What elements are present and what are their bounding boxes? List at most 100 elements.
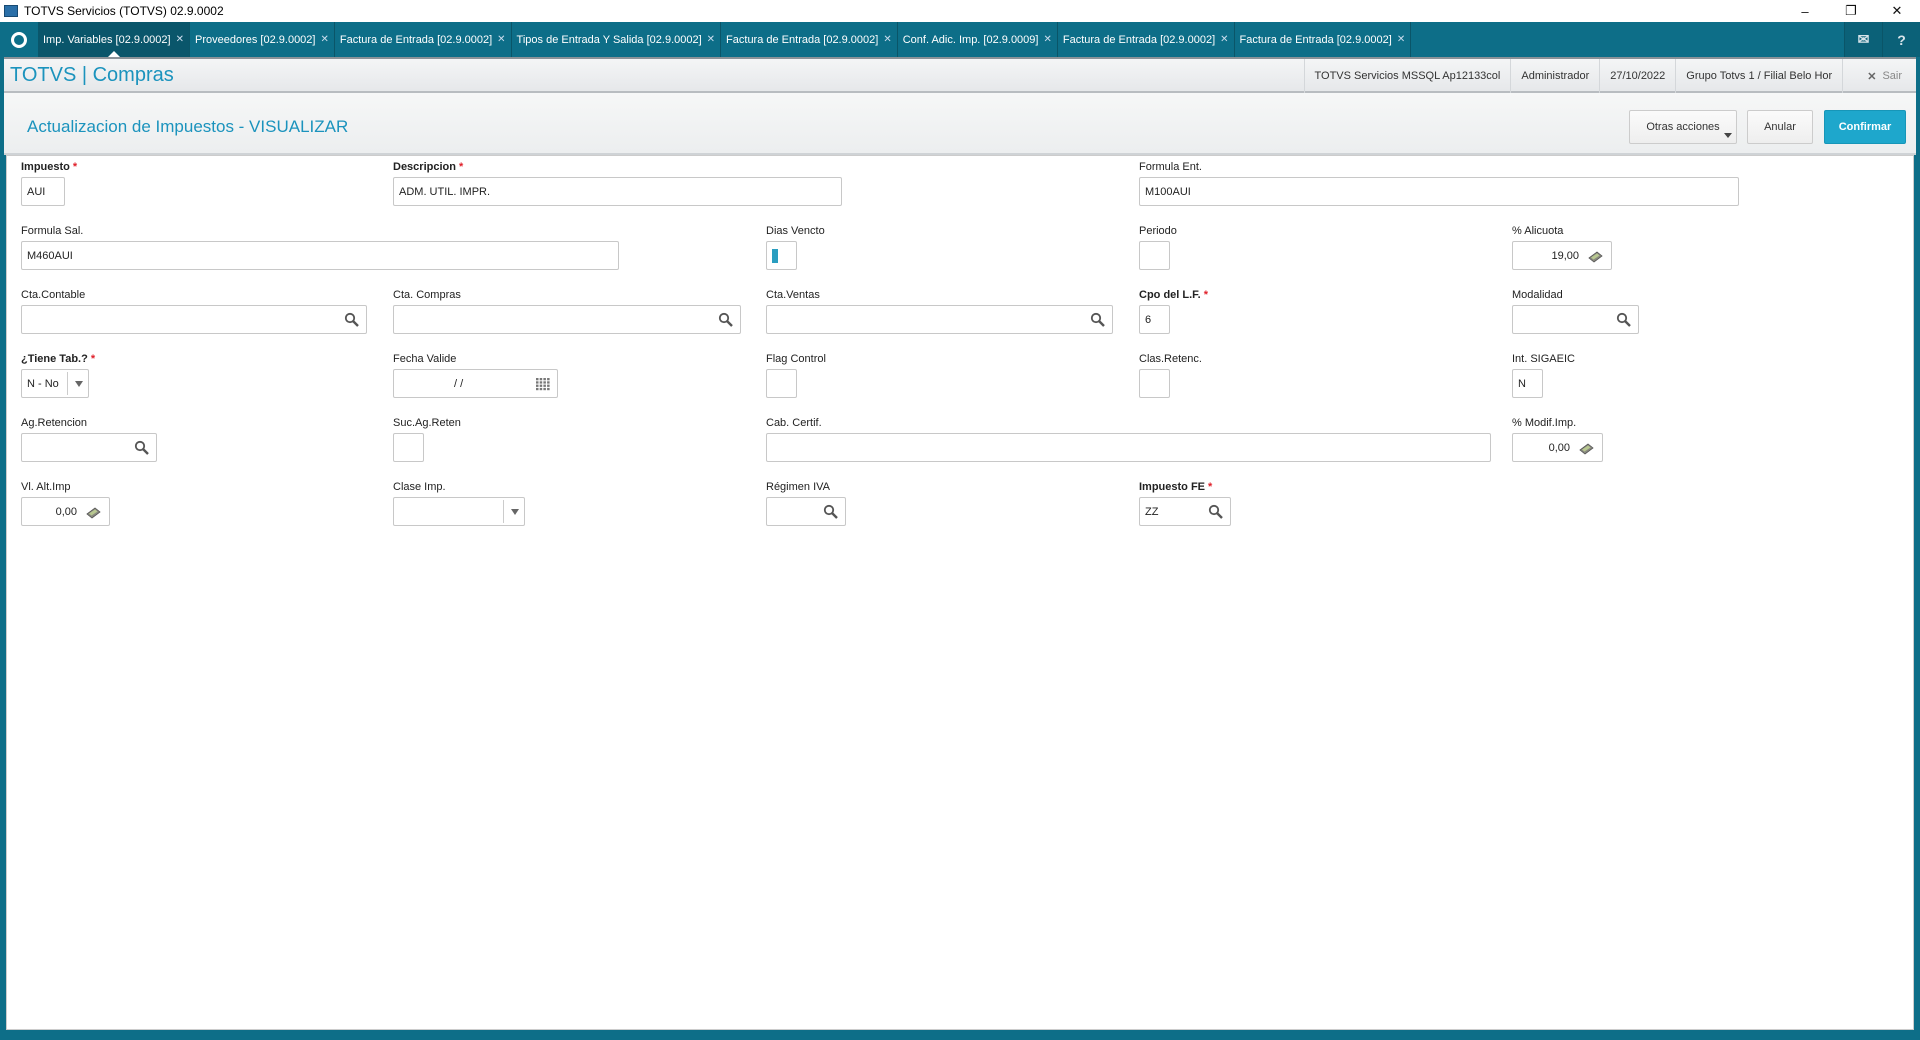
tab-0[interactable]: Imp. Variables [02.9.0002] ✕ xyxy=(38,22,190,57)
ag-retencion-input[interactable] xyxy=(21,433,157,462)
cpo-lf-input[interactable]: 6 xyxy=(1139,305,1170,334)
tiene-tab-input[interactable]: N - No xyxy=(21,369,89,398)
vl-alt-imp-input[interactable]: 0,00 xyxy=(21,497,110,526)
calendar-icon[interactable] xyxy=(535,376,551,392)
descripcion-input[interactable]: ADM. UTIL. IMPR. xyxy=(393,177,842,206)
calculator-icon[interactable] xyxy=(1576,440,1596,456)
search-icon[interactable] xyxy=(1616,312,1632,328)
int-sigaeic-input[interactable]: N xyxy=(1512,369,1543,398)
field-label: Cab. Certif. xyxy=(766,417,822,429)
search-icon[interactable] xyxy=(823,504,839,520)
minimize-button[interactable]: – xyxy=(1801,3,1809,19)
field-label: Dias Vencto xyxy=(766,225,825,237)
field-label: Flag Control xyxy=(766,353,826,365)
tab-label: Factura de Entrada [02.9.0002] xyxy=(1239,33,1392,46)
tab-label: Conf. Adic. Imp. [02.9.0009] xyxy=(902,33,1039,46)
tab-5[interactable]: Conf. Adic. Imp. [02.9.0009] ✕ xyxy=(898,22,1058,57)
environment-info: TOTVS Servicios MSSQL Ap12133col xyxy=(1303,59,1511,93)
close-tab-icon[interactable]: ✕ xyxy=(1396,34,1406,45)
flag-control-input[interactable] xyxy=(766,369,797,398)
field-label: Clase Imp. xyxy=(393,481,446,493)
other-actions-button[interactable]: Otras acciones xyxy=(1629,110,1737,144)
search-icon[interactable] xyxy=(344,312,360,328)
cta-ventas-input[interactable] xyxy=(766,305,1113,334)
field-label: Cta. Compras xyxy=(393,289,461,301)
calculator-icon[interactable] xyxy=(83,504,103,520)
field-label: % Alicuota xyxy=(1512,225,1564,237)
search-icon[interactable] xyxy=(1090,312,1106,328)
close-tab-icon[interactable]: ✕ xyxy=(706,34,716,45)
field-label: Ag.Retencion xyxy=(21,417,88,429)
restore-button[interactable]: ❐ xyxy=(1845,3,1857,18)
impuesto-fe-input[interactable]: ZZ xyxy=(1139,497,1231,526)
tab-1[interactable]: Proveedores [02.9.0002] ✕ xyxy=(190,22,335,57)
tab-4[interactable]: Factura de Entrada [02.9.0002] ✕ xyxy=(721,22,898,57)
tab-3[interactable]: Tipos de Entrada Y Salida [02.9.0002] ✕ xyxy=(512,22,722,57)
cta-compras-input[interactable] xyxy=(393,305,741,334)
search-icon[interactable] xyxy=(1208,504,1224,520)
totvs-logo-icon xyxy=(11,31,27,48)
field-label: Formula Sal. xyxy=(21,225,84,237)
alicuota-input[interactable]: 19,00 xyxy=(1512,241,1612,270)
suc-ag-reten-input[interactable] xyxy=(393,433,424,462)
field-value: 19,00 xyxy=(1551,249,1579,262)
formula-sal-input[interactable]: M460AUI xyxy=(21,241,619,270)
tab-label: Factura de Entrada [02.9.0002] xyxy=(1062,33,1216,46)
close-tab-icon[interactable]: ✕ xyxy=(175,34,184,45)
cancel-button[interactable]: Anular xyxy=(1747,110,1813,144)
search-icon[interactable] xyxy=(718,312,734,328)
periodo-input[interactable] xyxy=(1139,241,1170,270)
clas-retenc-input[interactable] xyxy=(1139,369,1170,398)
dias-vencto-input[interactable] xyxy=(766,241,797,270)
fecha-valide-input[interactable]: / / xyxy=(393,369,558,398)
app-header: TOTVS | Compras TOTVS Servicios MSSQL Ap… xyxy=(4,57,1916,93)
calculator-icon[interactable] xyxy=(1585,248,1605,264)
cab-certif-input[interactable] xyxy=(766,433,1491,462)
tab-7[interactable]: Factura de Entrada [02.9.0002] ✕ xyxy=(1235,22,1412,57)
cta-contable-input[interactable] xyxy=(21,305,367,334)
close-tab-icon[interactable]: ✕ xyxy=(320,34,329,45)
field-label: Int. SIGAEIC xyxy=(1512,353,1575,365)
app-icon xyxy=(4,5,18,17)
field-label: % Modif.Imp. xyxy=(1512,417,1577,429)
field-label: Cta.Ventas xyxy=(766,289,820,301)
confirm-button[interactable]: Confirmar xyxy=(1824,110,1906,144)
clase-imp-input[interactable] xyxy=(393,497,525,526)
tab-label: Tipos de Entrada Y Salida [02.9.0002] xyxy=(516,33,702,46)
field-label: Periodo xyxy=(1139,225,1177,237)
close-button[interactable]: ✕ xyxy=(1891,3,1903,18)
tab-label: Factura de Entrada [02.9.0002] xyxy=(726,33,879,46)
chevron-down-icon[interactable] xyxy=(511,509,519,515)
home-button[interactable] xyxy=(0,22,38,57)
field-value: N xyxy=(1518,377,1526,390)
chevron-down-icon[interactable] xyxy=(75,381,83,387)
search-icon[interactable] xyxy=(134,440,150,456)
tab-label: Factura de Entrada [02.9.0002] xyxy=(339,33,493,46)
close-tab-icon[interactable]: ✕ xyxy=(1043,34,1052,45)
formula-ent-input[interactable]: M100AUI xyxy=(1139,177,1739,206)
impuesto-input[interactable]: AUI xyxy=(21,177,65,206)
date-info: 27/10/2022 xyxy=(1599,59,1675,93)
text-cursor xyxy=(772,248,778,263)
tab-2[interactable]: Factura de Entrada [02.9.0002] ✕ xyxy=(335,22,512,57)
field-value: N - No xyxy=(27,377,59,390)
tab-label: Proveedores [02.9.0002] xyxy=(195,33,316,46)
field-label: Suc.Ag.Reten xyxy=(393,417,461,429)
branch-info[interactable]: Grupo Totvs 1 / Filial Belo Hor xyxy=(1675,59,1842,93)
field-value: 6 xyxy=(1145,313,1152,326)
field-label: Cpo del L.F. * xyxy=(1139,289,1209,301)
tab-6[interactable]: Factura de Entrada [02.9.0002] ✕ xyxy=(1058,22,1235,57)
help-icon[interactable]: ? xyxy=(1882,22,1920,57)
close-tab-icon[interactable]: ✕ xyxy=(497,34,506,45)
field-label: Modalidad xyxy=(1512,289,1563,301)
mail-icon[interactable]: ✉ xyxy=(1844,22,1882,57)
close-tab-icon[interactable]: ✕ xyxy=(1220,34,1229,45)
regimen-iva-input[interactable] xyxy=(766,497,846,526)
modif-imp-input[interactable]: 0,00 xyxy=(1512,433,1603,462)
tab-bar: Imp. Variables [02.9.0002] ✕ Proveedores [… xyxy=(0,22,1920,57)
modalidad-input[interactable] xyxy=(1512,305,1639,334)
field-label: Descripcion * xyxy=(393,161,464,173)
exit-button[interactable]: ✕ Sair xyxy=(1842,59,1916,93)
tax-form: Impuesto * AUI Descripcion * ADM. UTIL. IMPR.… xyxy=(6,155,1914,1030)
close-tab-icon[interactable]: ✕ xyxy=(883,34,892,45)
